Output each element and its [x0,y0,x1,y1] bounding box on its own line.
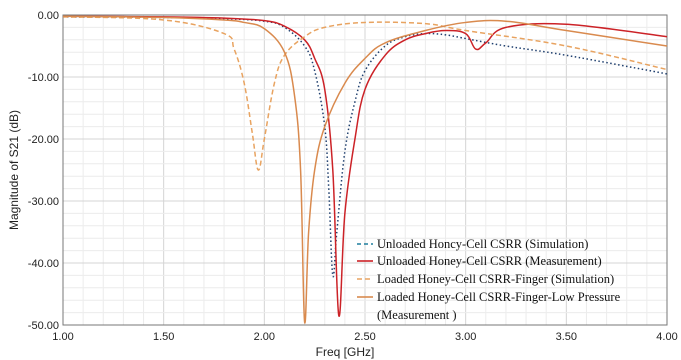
series-line-2 [62,15,668,317]
legend-label-loaded-lowp: Loaded Honey-Cell CSRR-Finger-Low Pressu… [377,290,621,304]
legend-label-loaded-lowp-cont: (Measurement ) [377,308,456,322]
x-axis-ticks: 1.00 1.50 2.00 2.50 3.00 3.50 4.00 [52,331,677,343]
series-line-4 [62,15,668,324]
y-tick-label: 0.00 [38,10,59,22]
legend-label-unloaded-sim: Unloaded Honcy-Cell CSRR (Simulation) [377,237,588,251]
x-tick-label: 3.50 [556,331,577,343]
x-tick-label: 2.50 [354,331,375,343]
legend-label-unloaded-meas: Unloaded Honey-Cell CSRR (Measurement) [377,254,602,268]
x-tick-label: 2.00 [254,331,275,343]
series-layer [62,15,668,324]
legend-label-loaded-sim: Loaded Honey-Cell CSRR-Finger (Simulatio… [377,272,614,286]
x-tick-label: 1.50 [153,331,174,343]
x-axis-label: Freq [GHz] [316,345,375,359]
y-tick-label: -10.00 [28,72,59,84]
y-tick-label: -20.00 [28,134,59,146]
y-axis-label: Magnitude of S21 (dB) [7,110,21,230]
x-tick-label: 4.00 [656,331,677,343]
y-tick-label: -40.00 [28,258,59,270]
x-tick-label: 1.00 [52,331,73,343]
plot-frame [62,14,668,326]
y-tick-label: -50.00 [28,320,59,332]
x-tick-label: 3.00 [455,331,476,343]
legend: Unloaded Honcy-Cell CSRR (Simulation) Un… [357,237,621,322]
series-line-1 [62,16,668,278]
y-tick-label: -30.00 [28,196,59,208]
y-axis-ticks: 0.00 -10.00 -20.00 -30.00 -40.00 -50.00 [28,10,59,332]
